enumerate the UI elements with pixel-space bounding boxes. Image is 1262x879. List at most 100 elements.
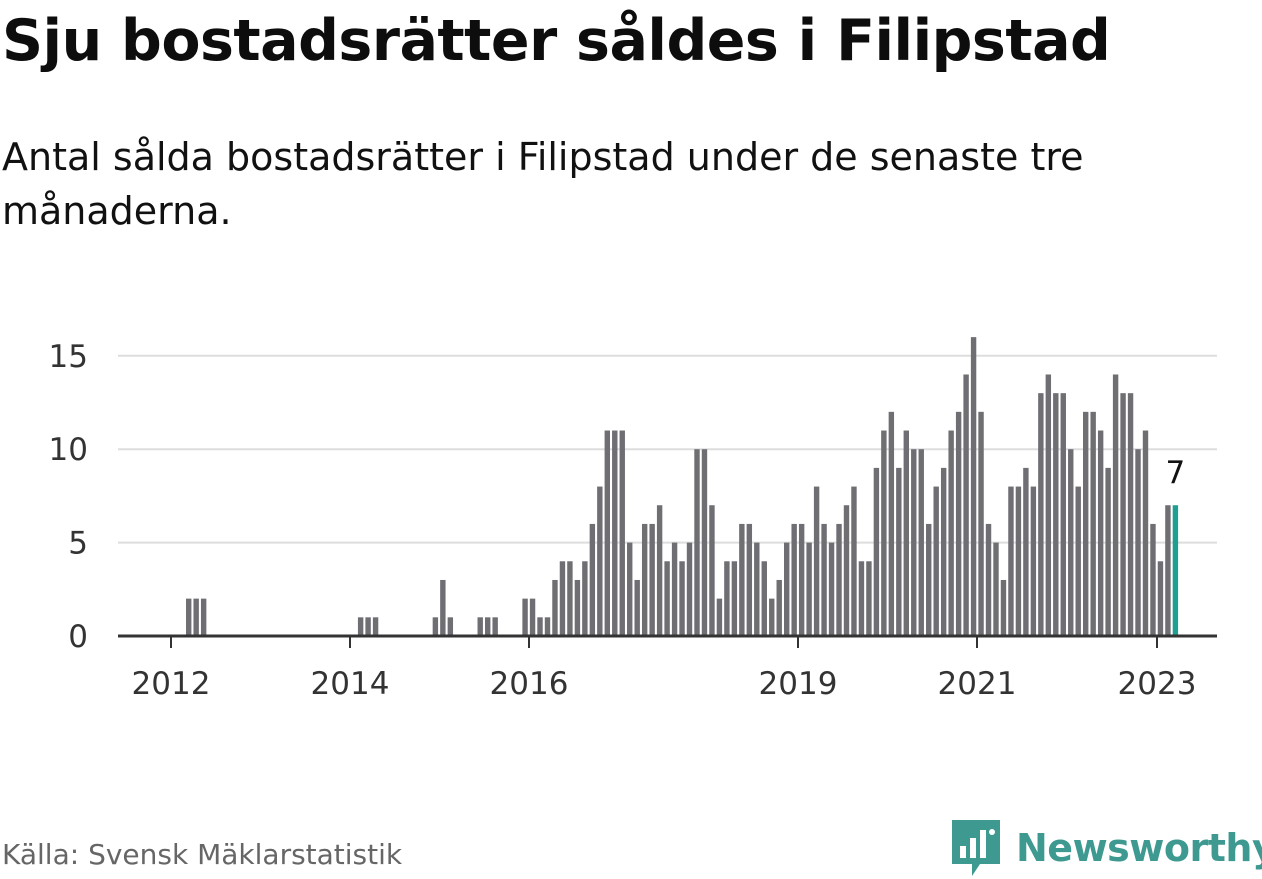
bar <box>940 467 947 636</box>
bar <box>873 467 880 636</box>
bar <box>440 579 446 636</box>
chart-title: Sju bostadsrätter såldes i Filipstad <box>2 8 1111 74</box>
bar <box>746 523 753 636</box>
bar <box>597 486 603 636</box>
bar <box>701 449 708 636</box>
bar <box>828 542 835 636</box>
bar <box>193 598 199 636</box>
bar <box>656 505 663 636</box>
bar <box>694 449 700 636</box>
bar <box>993 542 999 636</box>
bar <box>716 598 723 636</box>
bar <box>559 561 566 636</box>
latest-value-label: 7 <box>1166 455 1186 491</box>
bar <box>769 598 775 636</box>
bar <box>1120 393 1126 636</box>
bar <box>985 523 992 636</box>
bar <box>186 598 192 636</box>
bar <box>1008 486 1014 636</box>
bar <box>1112 374 1119 636</box>
bar <box>1135 449 1141 636</box>
bar <box>567 561 573 636</box>
brand-name: Newsworthy <box>1016 826 1262 870</box>
bar <box>664 561 670 636</box>
bar <box>903 430 909 636</box>
y-tick-label-5: 5 <box>68 526 88 562</box>
bar <box>806 542 812 636</box>
bar <box>627 542 633 636</box>
bar <box>634 579 640 636</box>
x-tick-label-2023: 2023 <box>1118 666 1197 702</box>
bar <box>1150 523 1156 636</box>
bar <box>671 542 678 636</box>
bar <box>1068 449 1074 636</box>
bar <box>911 449 917 636</box>
bar <box>791 523 797 636</box>
bar <box>1090 411 1096 636</box>
bar <box>477 617 483 636</box>
brand-logo: Newsworthy <box>950 818 1262 878</box>
bar <box>978 411 984 636</box>
bar <box>649 523 655 636</box>
bar <box>1157 561 1164 636</box>
bar <box>731 561 738 636</box>
grid-lines: 0 5 10 15 <box>49 339 1217 655</box>
bar <box>574 579 581 636</box>
bar <box>1075 486 1081 636</box>
bar <box>485 617 491 636</box>
bar-chart: 0 5 10 15 7 2012 2014 2016 2019 2021 2023 <box>49 337 1217 702</box>
bar <box>933 486 939 636</box>
bar <box>1053 393 1059 636</box>
bar <box>619 430 625 636</box>
bar <box>963 374 969 636</box>
bar <box>1015 486 1022 636</box>
bars: 7 <box>186 337 1185 636</box>
bar <box>357 617 364 636</box>
bar <box>589 523 596 636</box>
bar <box>1023 467 1029 636</box>
bar <box>821 523 827 636</box>
bar <box>858 561 865 636</box>
bar-latest <box>1172 505 1179 636</box>
bar <box>836 523 842 636</box>
bar <box>432 617 439 636</box>
bar <box>1142 430 1149 636</box>
bar <box>955 411 962 636</box>
bar <box>948 430 954 636</box>
bar <box>1060 393 1066 636</box>
x-tick-label-2021: 2021 <box>938 666 1017 702</box>
bar <box>1165 505 1171 636</box>
bar <box>544 617 551 636</box>
bar <box>522 598 528 636</box>
bar <box>1038 393 1044 636</box>
bar <box>641 523 648 636</box>
bar <box>612 430 618 636</box>
bar <box>739 523 745 636</box>
bar <box>1097 430 1104 636</box>
x-tick-label-2014: 2014 <box>311 666 390 702</box>
bar <box>888 411 895 636</box>
bar <box>1030 486 1037 636</box>
newsworthy-logo-icon <box>952 820 1000 876</box>
bar <box>866 561 872 636</box>
bar <box>970 337 977 636</box>
bar <box>372 617 379 636</box>
bar <box>679 561 685 636</box>
bar <box>686 542 693 636</box>
bar <box>1127 393 1134 636</box>
x-tick-label-2016: 2016 <box>490 666 569 702</box>
bar <box>881 430 887 636</box>
bar <box>784 542 790 636</box>
x-tick-label-2019: 2019 <box>759 666 838 702</box>
bar <box>798 523 805 636</box>
bar <box>926 523 932 636</box>
bar <box>709 505 715 636</box>
bar <box>724 561 730 636</box>
bar <box>365 617 371 636</box>
bar <box>843 505 850 636</box>
bar <box>552 579 558 636</box>
source-note: Källa: Svensk Mäklarstatistik <box>2 838 403 871</box>
bar <box>1000 579 1007 636</box>
bar <box>447 617 454 636</box>
bar <box>896 467 902 636</box>
